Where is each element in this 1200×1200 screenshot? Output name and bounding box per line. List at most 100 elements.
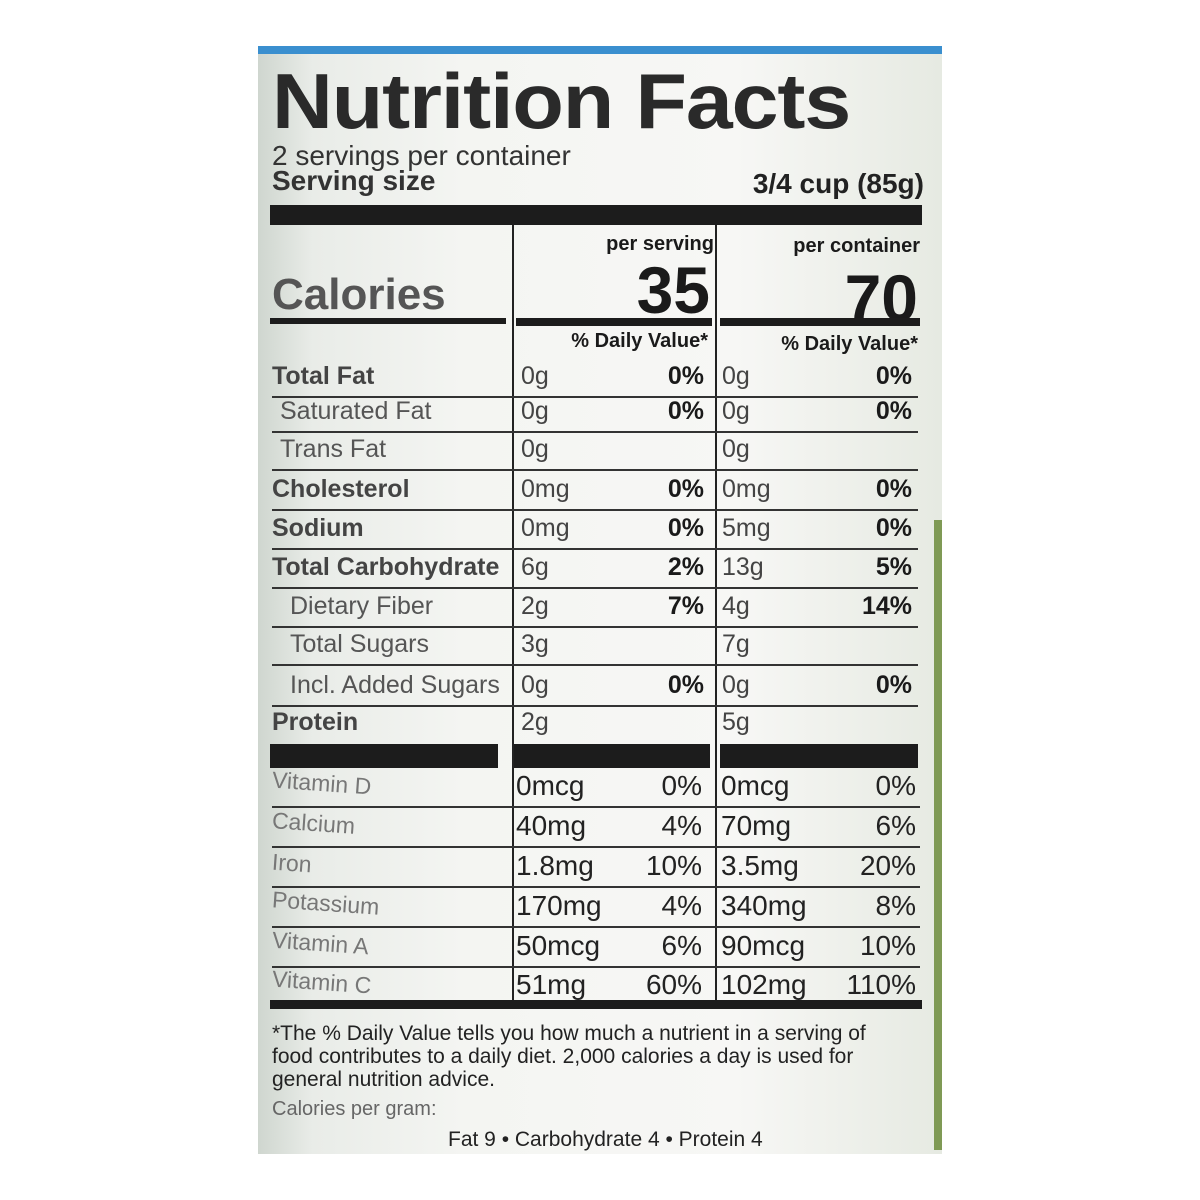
serving-daily-value: 0% [667, 475, 704, 503]
container-daily-value: 0% [875, 514, 912, 542]
container-daily-value: 0% [875, 362, 912, 390]
serving-amount: 2g [521, 708, 549, 736]
nutrient-name: Sodium [272, 514, 364, 542]
column-divider-serving [512, 225, 514, 1003]
row-rule [272, 705, 918, 707]
daily-value-header-container: % Daily Value* [781, 333, 918, 355]
serving-daily-value: 60% [645, 969, 702, 1000]
row-rule [272, 846, 920, 848]
serving-amount: 0mcg [516, 770, 585, 801]
row-rule [272, 396, 918, 398]
row-rule [272, 806, 920, 808]
calories-label: Calories [272, 270, 446, 319]
serving-daily-value: 10% [645, 850, 702, 881]
nutrient-name: Incl. Added Sugars [290, 671, 500, 699]
serving-amount: 0g [521, 671, 549, 699]
package-background [258, 46, 942, 1154]
row-rule [272, 966, 920, 968]
calories-per-gram-label: Calories per gram: [272, 1098, 437, 1120]
container-amount: 70mg [721, 810, 792, 841]
vitamin-name: Iron [271, 848, 313, 878]
per-serving-header: per serving [606, 233, 714, 255]
row-rule [272, 626, 918, 628]
calories-divider-container [720, 318, 920, 326]
serving-amount: 51mg [516, 969, 587, 1000]
calories-per-gram-values: Fat 9 • Carbohydrate 4 • Protein 4 [448, 1128, 763, 1151]
footnote: *The % Daily Value tells you how much a … [272, 1022, 866, 1091]
serving-daily-value: 0% [667, 671, 704, 699]
serving-daily-value: 0% [667, 362, 704, 390]
serving-amount: 40mg [516, 810, 587, 841]
container-daily-value: 110% [846, 969, 916, 1000]
row-rule [272, 926, 920, 928]
serving-daily-value: 4% [661, 810, 702, 841]
container-daily-value: 10% [859, 930, 916, 961]
row-rule [272, 587, 918, 589]
calories-divider-label [270, 318, 506, 324]
container-amount: 90mcg [721, 930, 806, 961]
container-daily-value: 5% [875, 553, 912, 581]
nutrient-name: Total Sugars [290, 630, 429, 658]
container-daily-value: 6% [875, 810, 916, 841]
serving-amount: 0mg [521, 475, 570, 503]
container-amount: 340mg [721, 890, 807, 921]
nutrient-name: Protein [272, 708, 359, 736]
row-rule [272, 548, 918, 550]
container-amount: 5mg [722, 514, 771, 542]
container-amount: 0g [722, 397, 750, 425]
calories-per-serving: 35 [636, 253, 710, 327]
serving-amount: 2g [521, 592, 549, 620]
container-daily-value: 0% [875, 475, 912, 503]
serving-size-value: 3/4 cup (85g) [752, 168, 924, 199]
daily-value-header-serving: % Daily Value* [571, 330, 708, 352]
thick-divider-bottom [270, 1000, 922, 1009]
row-rule [272, 509, 918, 511]
thick-divider-top [270, 205, 922, 225]
calories-divider-serving [516, 318, 712, 326]
container-amount: 7g [722, 630, 750, 658]
container-daily-value: 0% [875, 770, 916, 801]
container-amount: 13g [722, 553, 764, 581]
serving-amount: 0g [521, 397, 549, 425]
nutrient-name: Saturated Fat [280, 397, 432, 425]
container-amount: 5g [722, 708, 750, 736]
container-daily-value: 14% [861, 592, 912, 620]
nutrient-name: Cholesterol [272, 475, 410, 503]
container-daily-value: 8% [875, 890, 916, 921]
vitamin-name: Calcium [271, 807, 356, 839]
package-edge-green [934, 520, 942, 1150]
serving-amount: 6g [521, 553, 549, 581]
container-amount: 0g [722, 671, 750, 699]
per-container-header: per container [793, 235, 920, 257]
vitamin-divider-serving [514, 744, 710, 768]
column-divider-container [715, 225, 717, 1003]
container-daily-value: 0% [875, 397, 912, 425]
nutrient-name: Dietary Fiber [290, 592, 434, 620]
container-amount: 0mg [722, 475, 771, 503]
row-rule [272, 886, 920, 888]
container-amount: 4g [722, 592, 750, 620]
serving-daily-value: 0% [667, 397, 704, 425]
vitamin-divider-label [270, 744, 498, 768]
container-amount: 102mg [721, 969, 807, 1000]
serving-amount: 0mg [521, 514, 570, 542]
serving-amount: 0g [521, 435, 549, 463]
serving-amount: 1.8mg [516, 850, 594, 881]
row-rule [272, 664, 918, 666]
serving-daily-value: 0% [661, 770, 702, 801]
container-daily-value: 20% [859, 850, 916, 881]
row-rule [272, 431, 918, 433]
servings-per-container: 2 servings per container [272, 140, 571, 171]
label-title: Nutrition Facts [272, 57, 851, 145]
vitamin-divider-container [720, 744, 918, 768]
container-amount: 0g [722, 435, 750, 463]
serving-amount: 3g [521, 630, 549, 658]
nutrient-name: Total Fat [272, 362, 375, 390]
container-daily-value: 0% [875, 671, 912, 699]
container-amount: 0mcg [721, 770, 790, 801]
serving-daily-value: 4% [661, 890, 702, 921]
serving-amount: 50mcg [516, 930, 601, 961]
container-amount: 3.5mg [721, 850, 799, 881]
nutrient-name: Trans Fat [280, 435, 387, 463]
serving-size-label: Serving size [272, 165, 436, 196]
